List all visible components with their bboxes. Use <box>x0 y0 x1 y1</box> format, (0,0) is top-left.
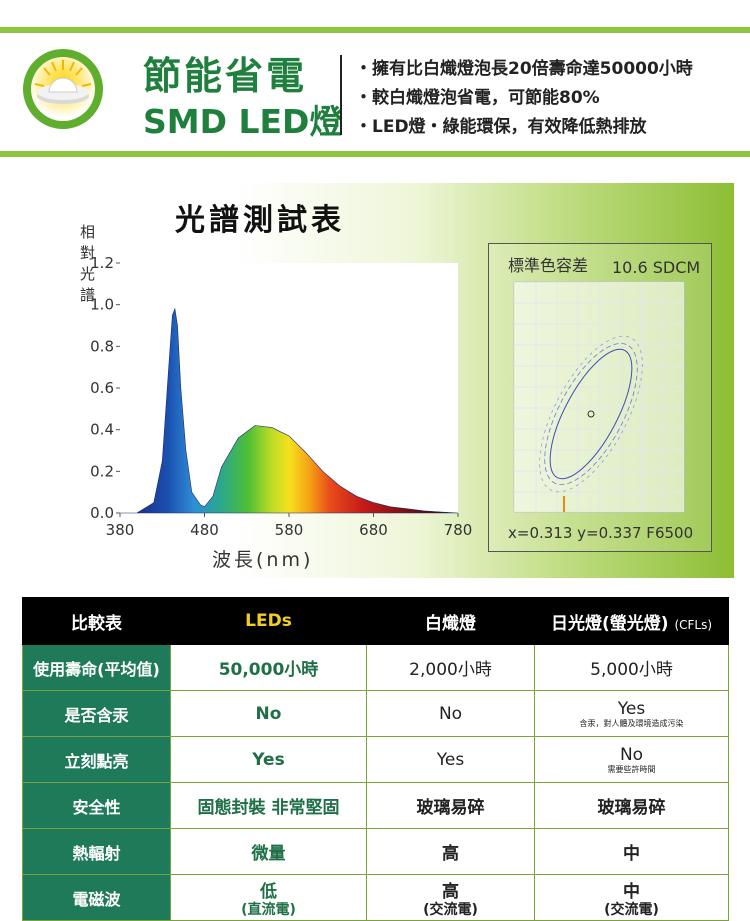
cie-ellipse-chart <box>513 281 685 513</box>
table-row: 安全性 固態封裝 非常堅固 玻璃易碎 玻璃易碎 <box>22 782 729 829</box>
incandescent-value: 高 <box>442 882 459 902</box>
table-row: 熱輻射 微量 高 中 <box>22 828 729 875</box>
x-tick-label: 580 <box>275 521 304 539</box>
header-cfl-abbr: (CFLs) <box>674 617 713 632</box>
cfl-cell: 5,000小時 <box>534 644 729 691</box>
cfl-cell: 中 (交流電) <box>534 874 729 921</box>
led-cell: 微量 <box>170 828 367 875</box>
spectrum-title: 光譜測試表 <box>175 203 345 238</box>
led-value: 低 <box>260 882 277 902</box>
table-row: 立刻點亮 Yes Yes No 需要些許時間 <box>22 736 729 783</box>
y-tick-label: 0.2 <box>90 462 114 480</box>
y-axis-label: 相對光譜 <box>80 223 96 304</box>
incandescent-cell: 高 <box>366 828 535 875</box>
spectrum-area <box>120 307 459 514</box>
table-header-row: 比較表 LEDs 白熾燈 日光燈(螢光燈) (CFLs) <box>22 597 729 645</box>
led-cell: Yes <box>170 736 367 783</box>
product-title-english: SMD LED燈 <box>143 102 343 141</box>
row-label: 熱輻射 <box>22 828 171 875</box>
row-label: 使用壽命(平均值) <box>22 644 171 691</box>
row-label: 電磁波 <box>22 874 171 921</box>
row-label: 是否含汞 <box>22 690 171 737</box>
x-tick-label: 380 <box>106 521 135 539</box>
cfl-note: 含汞，對人體及環境造成污染 <box>579 718 684 728</box>
cie-sdcm-value: 10.6 SDCM <box>612 258 701 277</box>
cfl-value: Yes <box>617 698 646 719</box>
product-title-chinese: 節能省電 <box>143 54 308 98</box>
x-tick-label: 780 <box>444 521 473 539</box>
y-tick-label: 1.2 <box>90 254 114 272</box>
header-cfl-label: 日光燈(螢光燈) <box>550 613 669 634</box>
led-cell: 固態封裝 非常堅固 <box>170 782 367 829</box>
table-row: 是否含汞 No No Yes 含汞，對人體及環境造成污染 <box>22 690 729 737</box>
x-axis-label: 波長(nm) <box>212 549 314 571</box>
header-incandescent: 白熾燈 <box>366 597 535 645</box>
incandescent-cell: 2,000小時 <box>366 644 535 691</box>
led-bulb-sunburst-icon <box>23 49 103 129</box>
cfl-cell: 中 <box>534 828 729 875</box>
cie-panel <box>488 243 712 552</box>
y-tick-label: 0.8 <box>90 337 114 355</box>
cfl-cell: No 需要些許時間 <box>534 736 729 783</box>
header-cfl: 日光燈(螢光燈) (CFLs) <box>534 597 729 645</box>
header-top-band <box>0 27 750 33</box>
table-row: 使用壽命(平均值) 50,000小時 2,000小時 5,000小時 <box>22 644 729 691</box>
feature-item: ・較白熾燈泡省電，可節能80% <box>355 88 600 108</box>
cfl-cell: Yes 含汞，對人體及環境造成污染 <box>534 690 729 737</box>
cie-title: 標準色容差 <box>508 256 589 275</box>
comparison-table: 比較表 LEDs 白熾燈 日光燈(螢光燈) (CFLs) 使用壽命(平均值) 5… <box>22 597 729 921</box>
cfl-value: No <box>619 744 644 765</box>
y-tick-label: 0.4 <box>90 421 114 439</box>
cfl-cell: 玻璃易碎 <box>534 782 729 829</box>
header-leds: LEDs <box>170 597 367 645</box>
row-label: 安全性 <box>22 782 171 829</box>
header <box>0 33 750 151</box>
incandescent-cell: No <box>366 690 535 737</box>
incandescent-cell: Yes <box>366 736 535 783</box>
feature-item: ・擁有比白熾燈泡長20倍壽命達50000小時 <box>355 59 693 79</box>
cfl-value: 中 <box>623 882 640 902</box>
y-tick-label: 0.6 <box>90 379 114 397</box>
cfl-note: 需要些許時間 <box>607 764 656 774</box>
x-tick-label: 480 <box>190 521 219 539</box>
table-row: 電磁波 低 (直流電) 高 (交流電) 中 (交流電) <box>22 874 729 921</box>
y-tick-label: 1.0 <box>90 296 114 314</box>
incandescent-cell: 高 (交流電) <box>366 874 535 921</box>
x-tick-label: 680 <box>359 521 388 539</box>
led-cell: 50,000小時 <box>170 644 367 691</box>
feature-list: ・擁有比白熾燈泡長20倍壽命達50000小時 ・較白熾燈泡省電，可節能80% ・… <box>355 55 693 142</box>
led-cell: No <box>170 690 367 737</box>
led-sub: (直流電) <box>241 902 296 918</box>
cfl-sub: (交流電) <box>604 902 659 918</box>
feature-item: ・LED燈・綠能環保，有效降低熱排放 <box>355 117 647 137</box>
header-comparison: 比較表 <box>22 597 171 645</box>
cie-coordinates: x=0.313 y=0.337 F6500 <box>508 524 694 542</box>
header-bottom-band <box>0 151 750 157</box>
row-label: 立刻點亮 <box>22 736 171 783</box>
title-divider <box>340 55 342 135</box>
y-tick-label: 0.0 <box>90 504 114 522</box>
incandescent-cell: 玻璃易碎 <box>366 782 535 829</box>
led-cell: 低 (直流電) <box>170 874 367 921</box>
incandescent-sub: (交流電) <box>423 902 478 918</box>
